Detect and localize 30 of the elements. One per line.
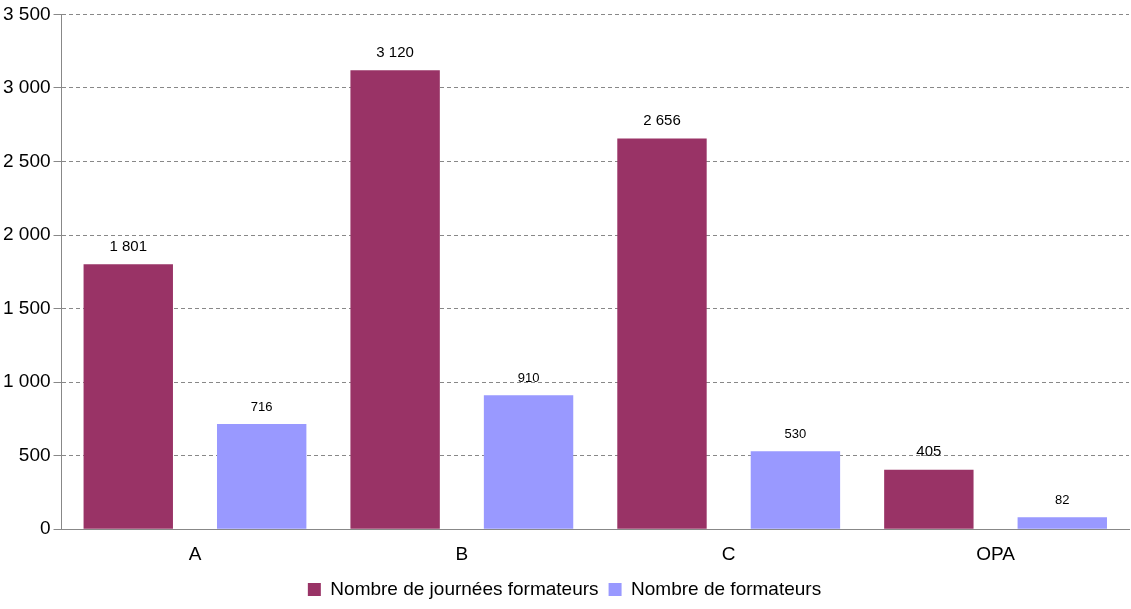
x-tick-label: C (721, 542, 736, 564)
y-tick-label: 3 000 (3, 76, 51, 98)
bar (884, 469, 974, 529)
bar (617, 138, 707, 529)
legend-label: Nombre de formateurs (631, 577, 822, 599)
y-tick-label: 3 500 (3, 2, 51, 24)
data-label: 2 656 (643, 111, 681, 129)
x-tick-label: B (455, 542, 469, 564)
bar (483, 395, 574, 529)
legend-label: Nombre de journées formateurs (330, 577, 599, 599)
y-tick-label: 1 500 (3, 296, 51, 318)
bar (350, 70, 440, 529)
data-label: 3 120 (376, 42, 414, 60)
y-tick-label: 1 000 (3, 370, 51, 392)
x-tick-label: OPA (976, 542, 1016, 564)
bar (216, 423, 307, 529)
bar (750, 451, 841, 529)
x-tick-label: A (188, 542, 202, 564)
data-label: 82 (1055, 492, 1070, 508)
y-tick-label: 500 (18, 443, 51, 465)
bar (83, 264, 173, 529)
data-label: 405 (916, 442, 942, 460)
y-tick-label: 2 000 (3, 223, 51, 245)
bar (1017, 517, 1107, 529)
data-label: 910 (517, 370, 540, 386)
data-label: 530 (784, 426, 807, 442)
y-tick-label: 0 (39, 517, 51, 539)
y-tick-label: 2 500 (3, 149, 51, 171)
data-label: 1 801 (109, 236, 148, 254)
data-label: 716 (250, 398, 273, 414)
